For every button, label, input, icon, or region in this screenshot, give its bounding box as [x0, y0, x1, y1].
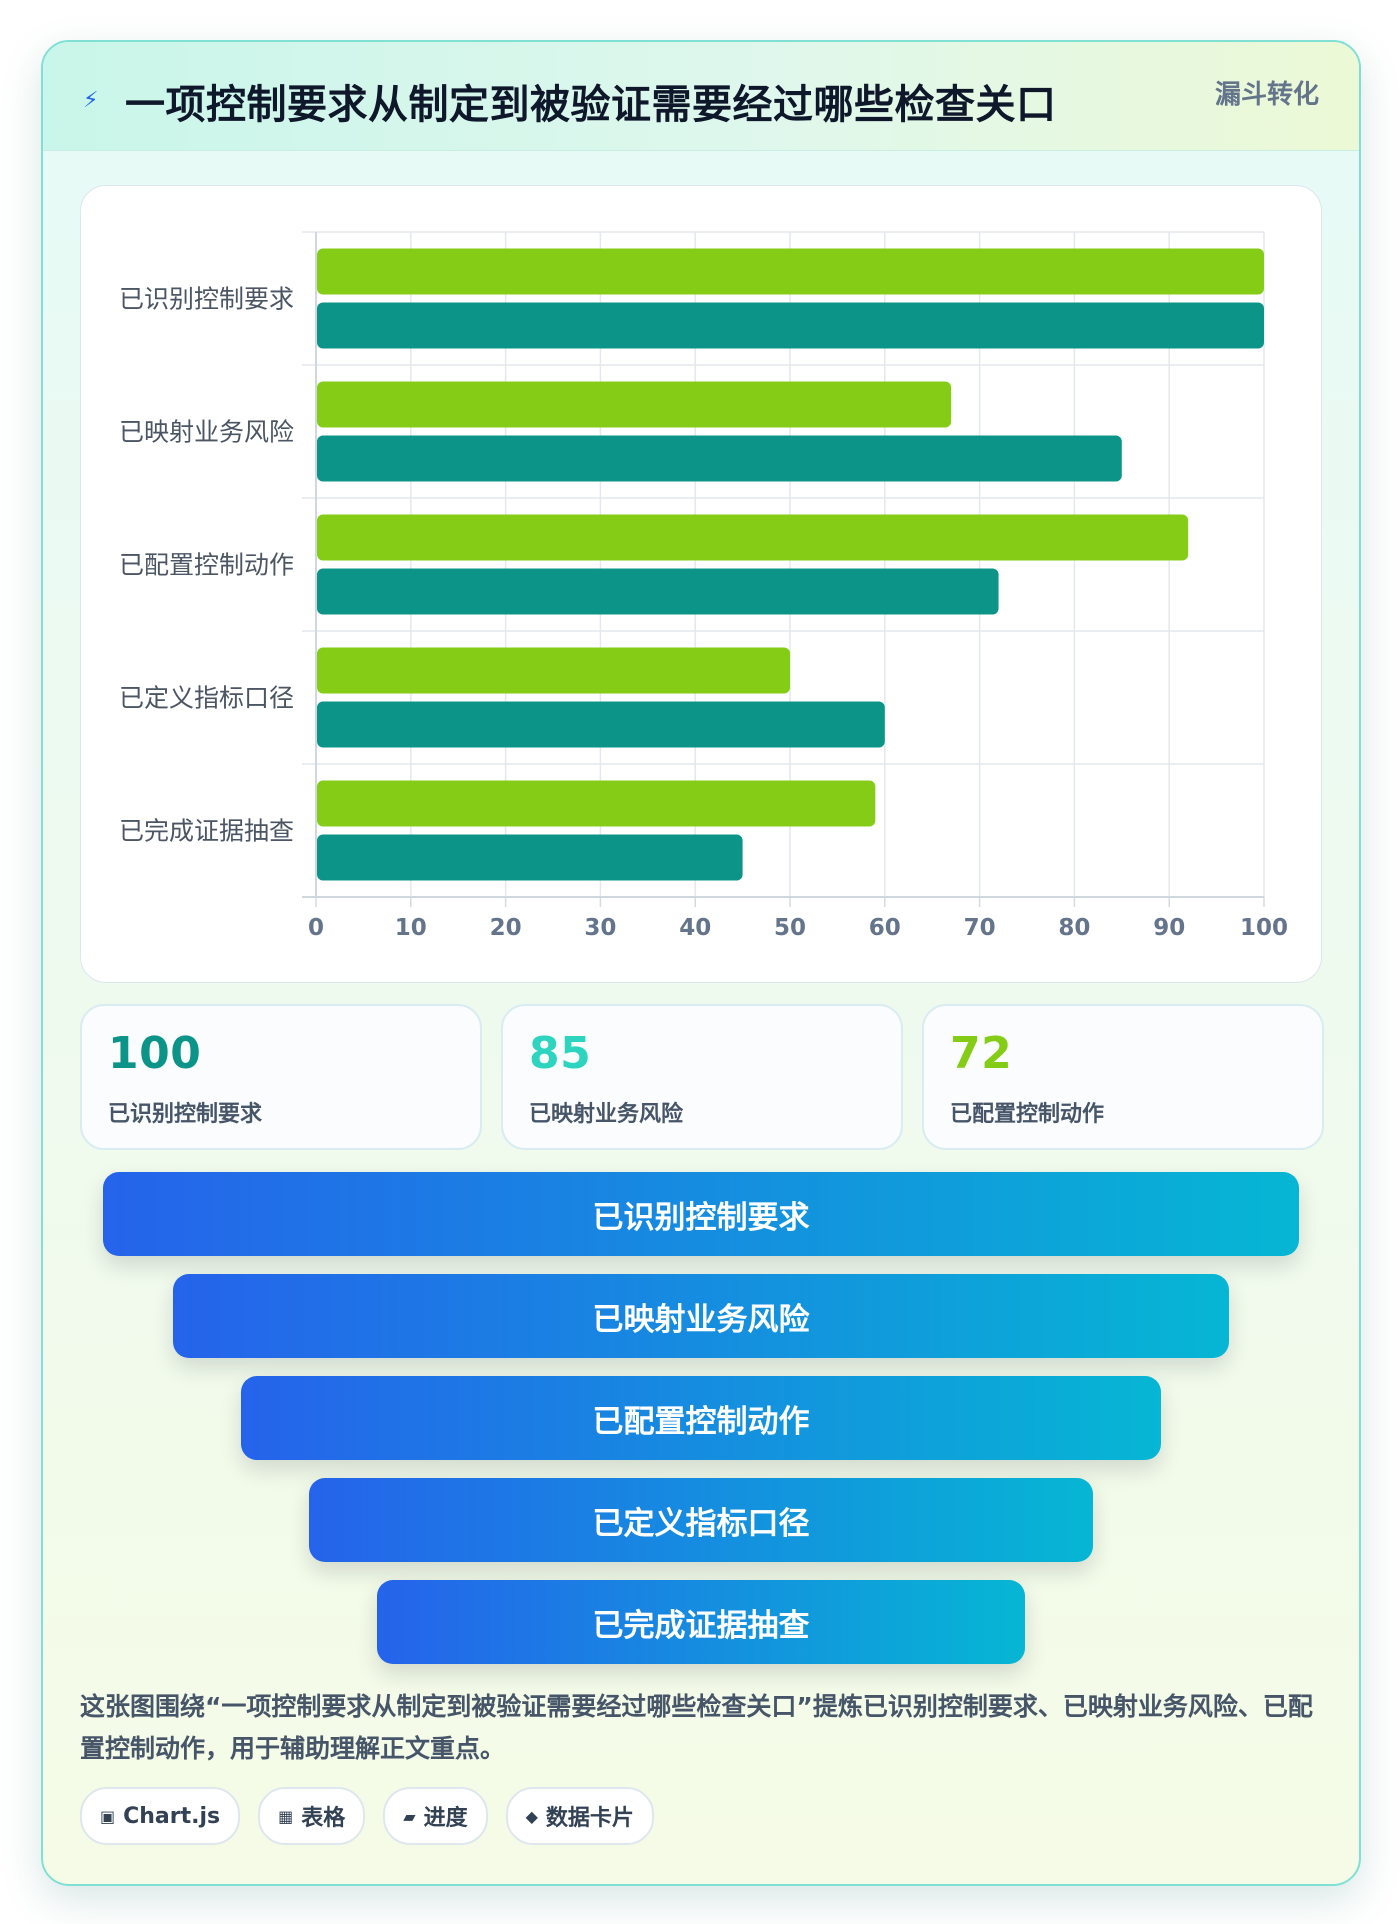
x-tick-label: 80 [1058, 915, 1090, 941]
lightning-icon: ⚡ [83, 88, 99, 113]
funnel-step-2: 已映射业务风险 [173, 1274, 1229, 1358]
stat-value: 100 [108, 1028, 202, 1079]
bar [317, 302, 1264, 349]
bar-chart-panel: 0 10 20 30 40 50 60 70 80 90 100 已识别控制要求 已映射业务风险 已配置控… [80, 185, 1322, 983]
chart-icon: ▣ [100, 1806, 116, 1826]
chip-table[interactable]: ▦ 表格 [258, 1787, 366, 1845]
x-tick-label: 0 [308, 915, 324, 941]
chip-label: Chart.js [123, 1803, 221, 1829]
bar [317, 701, 885, 748]
page-title: 一项控制要求从制定到被验证需要经过哪些检查关口 [125, 82, 1057, 128]
tag-chips: ▣ Chart.js ▦ 表格 ▰ 进度 ◆ 数据卡片 [80, 1787, 654, 1845]
progress-icon: ▰ [403, 1806, 416, 1826]
funnel-step-3: 已配置控制动作 [241, 1376, 1161, 1460]
funnel-step-label: 已识别控制要求 [592, 1199, 810, 1236]
x-tick-label: 90 [1153, 915, 1185, 941]
chart-type-badge: 漏斗转化 [1214, 80, 1319, 110]
bar [317, 514, 1189, 561]
bar [317, 834, 743, 881]
y-category-label: 已定义指标口径 [119, 684, 294, 713]
y-category-label: 已完成证据抽查 [119, 817, 294, 846]
funnel-step-label: 已完成证据抽查 [592, 1607, 810, 1644]
x-tick-label: 40 [679, 915, 711, 941]
x-tick-label: 60 [869, 915, 901, 941]
funnel-step-label: 已映射业务风险 [592, 1301, 810, 1338]
chip-chartjs[interactable]: ▣ Chart.js [80, 1787, 241, 1845]
stat-label: 已映射业务风险 [529, 1102, 684, 1127]
chip-label: 进度 [423, 1806, 468, 1831]
x-tick-label: 100 [1240, 915, 1288, 941]
x-tick-label: 20 [490, 915, 522, 941]
stat-card-2: 85 已映射业务风险 [501, 1004, 903, 1150]
chip-data-card[interactable]: ◆ 数据卡片 [505, 1787, 654, 1845]
card-header: ⚡ 一项控制要求从制定到被验证需要经过哪些检查关口 漏斗转化 [43, 42, 1359, 151]
stat-value: 85 [529, 1028, 592, 1079]
chip-label: 数据卡片 [545, 1806, 634, 1831]
diamond-icon: ◆ [525, 1806, 538, 1826]
chip-progress[interactable]: ▰ 进度 [383, 1787, 488, 1845]
stat-value: 72 [950, 1028, 1013, 1079]
bar [317, 647, 790, 694]
x-tick-label: 50 [774, 915, 806, 941]
table-icon: ▦ [278, 1806, 294, 1826]
bar [317, 568, 999, 615]
x-tick-label: 10 [395, 915, 427, 941]
x-tick-label: 70 [964, 915, 996, 941]
bar [317, 435, 1122, 482]
chart-description: 这张图围绕“一项控制要求从制定到被验证需要经过哪些检查关口”提炼已识别控制要求、… [80, 1692, 1313, 1763]
stat-label: 已识别控制要求 [108, 1102, 263, 1127]
funnel-step-5: 已完成证据抽查 [377, 1580, 1025, 1664]
funnel-step-label: 已定义指标口径 [592, 1505, 810, 1542]
stat-label: 已配置控制动作 [950, 1102, 1105, 1127]
bar [317, 381, 952, 428]
stat-card-3: 72 已配置控制动作 [922, 1004, 1324, 1150]
y-category-label: 已识别控制要求 [119, 285, 294, 314]
bar-chart: 0 10 20 30 40 50 60 70 80 90 100 已识别控制要求已映射业务风险已配置控… [119, 231, 1288, 941]
chip-label: 表格 [301, 1806, 346, 1831]
bar [317, 248, 1264, 295]
bar [317, 780, 876, 827]
y-category-label: 已映射业务风险 [119, 418, 294, 447]
y-category-label: 已配置控制动作 [119, 551, 294, 580]
stat-card-1: 100 已识别控制要求 [80, 1004, 482, 1150]
infographic-card: ⚡ 一项控制要求从制定到被验证需要经过哪些检查关口 漏斗转化 0 10 20 30 40… [41, 40, 1361, 1886]
x-tick-label: 30 [584, 915, 616, 941]
funnel-step-4: 已定义指标口径 [309, 1478, 1093, 1562]
funnel-step-label: 已配置控制动作 [592, 1403, 810, 1440]
funnel-step-1: 已识别控制要求 [103, 1172, 1299, 1256]
